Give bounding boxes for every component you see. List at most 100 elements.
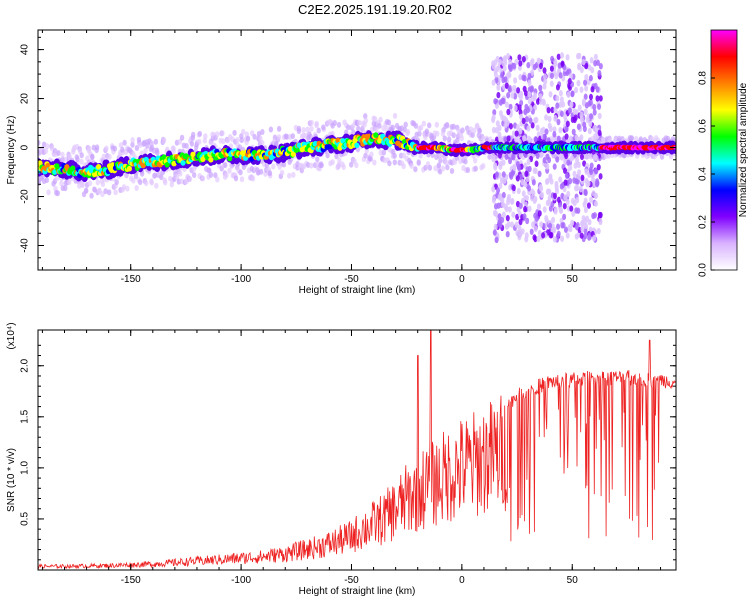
spectral-blob <box>459 135 464 142</box>
spectral-blob <box>598 217 603 225</box>
colorbar <box>710 29 738 271</box>
spectral-blob <box>413 166 418 173</box>
spectral-blob <box>444 121 450 128</box>
spectral-blob <box>481 135 486 142</box>
spectral-blob <box>233 175 239 182</box>
spectral-blob <box>529 59 534 66</box>
spectral-blob <box>577 104 582 112</box>
spectral-blob <box>435 130 440 137</box>
spectral-blob <box>473 165 478 172</box>
spectral-blob <box>564 125 569 133</box>
spectral-blob <box>530 188 535 195</box>
spectral-blob <box>539 98 544 105</box>
spectral-blob <box>112 145 118 152</box>
spectral-blob <box>534 160 539 167</box>
spectral-blob <box>497 193 502 201</box>
spectral-blob <box>564 172 569 179</box>
spectral-blob <box>547 115 552 123</box>
spectral-blob <box>591 212 596 220</box>
spectral-blob <box>533 167 538 175</box>
spectral-blob <box>524 232 529 239</box>
spectral-blob <box>555 84 560 91</box>
spectral-blob <box>565 69 570 77</box>
spectral-blob <box>574 178 579 185</box>
spectral-blob <box>103 188 108 195</box>
spectral-blob <box>63 185 68 192</box>
spectral-blob <box>516 87 521 94</box>
spectral-blob <box>515 175 520 182</box>
spectral-blob <box>543 78 548 85</box>
spectral-blob <box>523 206 528 213</box>
spectral-blob <box>629 135 635 142</box>
spectral-blob <box>125 185 130 192</box>
spectral-blob <box>95 179 101 186</box>
spectral-blob <box>527 135 532 142</box>
spectral-blob <box>491 114 496 121</box>
spectral-blob <box>114 179 119 186</box>
spectral-blob <box>377 122 382 129</box>
spectral-blob <box>571 128 576 136</box>
spectral-blob <box>177 138 182 145</box>
spectral-blob <box>100 181 106 188</box>
colorbar-tick-label: 0.2 <box>698 215 709 229</box>
spectral-blob <box>470 132 475 139</box>
spectral-blob <box>290 151 296 157</box>
spectral-blob <box>203 133 208 140</box>
spectral-blob <box>566 91 571 98</box>
spectral-blob <box>524 116 529 123</box>
spectral-blob <box>336 161 342 168</box>
spectral-blob <box>563 179 568 186</box>
spectral-blob <box>579 66 584 74</box>
spectral-blob <box>553 60 558 67</box>
spectral-blob <box>258 168 264 175</box>
spectral-blob <box>301 127 306 134</box>
spectral-blob <box>416 159 421 166</box>
snr-series-line <box>38 330 676 570</box>
spectral-blob <box>539 221 544 228</box>
spectral-blob <box>592 125 597 132</box>
spectral-blob <box>392 152 397 159</box>
spectral-blob <box>381 149 387 156</box>
spectral-blob <box>539 185 544 192</box>
spectral-blob <box>568 164 573 171</box>
spectral-blob <box>529 85 534 92</box>
spectral-blob <box>576 123 581 130</box>
spectral-blob <box>468 126 474 133</box>
spectral-blob <box>558 176 563 183</box>
spectral-blob <box>587 100 592 107</box>
spectral-blob <box>140 162 146 169</box>
spectral-blob <box>497 213 502 220</box>
spectral-blob <box>493 223 498 231</box>
spectral-blob <box>90 154 95 161</box>
spectral-blob <box>535 152 540 160</box>
spectral-blob <box>569 155 574 162</box>
spectral-blob <box>79 158 84 165</box>
spectral-blob <box>581 98 586 105</box>
spectral-blob <box>583 188 588 196</box>
spectral-blob <box>493 164 498 171</box>
spectral-blob <box>248 156 255 162</box>
spectral-blob <box>518 173 523 181</box>
spectral-blob <box>567 77 572 85</box>
spectral-blob <box>250 175 256 182</box>
spectral-blob <box>549 231 554 239</box>
spectral-blob <box>372 116 378 123</box>
spectral-blob <box>552 163 557 170</box>
spectral-blob <box>597 211 602 219</box>
x-tick-label: 50 <box>567 575 579 586</box>
spectral-blob <box>481 162 486 169</box>
spectral-blob <box>502 177 507 184</box>
spectral-blob <box>260 139 265 146</box>
spectral-blob <box>556 135 561 143</box>
spectral-blob <box>501 76 506 84</box>
spectral-blob <box>517 224 522 232</box>
spectral-blob <box>537 203 542 210</box>
spectral-blob <box>567 107 572 114</box>
spectral-blob <box>215 176 220 183</box>
spectral-blob <box>449 168 455 175</box>
spectral-blob <box>314 120 319 127</box>
spectral-blob <box>386 119 392 126</box>
spectral-blob <box>134 185 139 192</box>
spectral-blob <box>523 89 528 97</box>
spectral-blob <box>570 90 575 97</box>
